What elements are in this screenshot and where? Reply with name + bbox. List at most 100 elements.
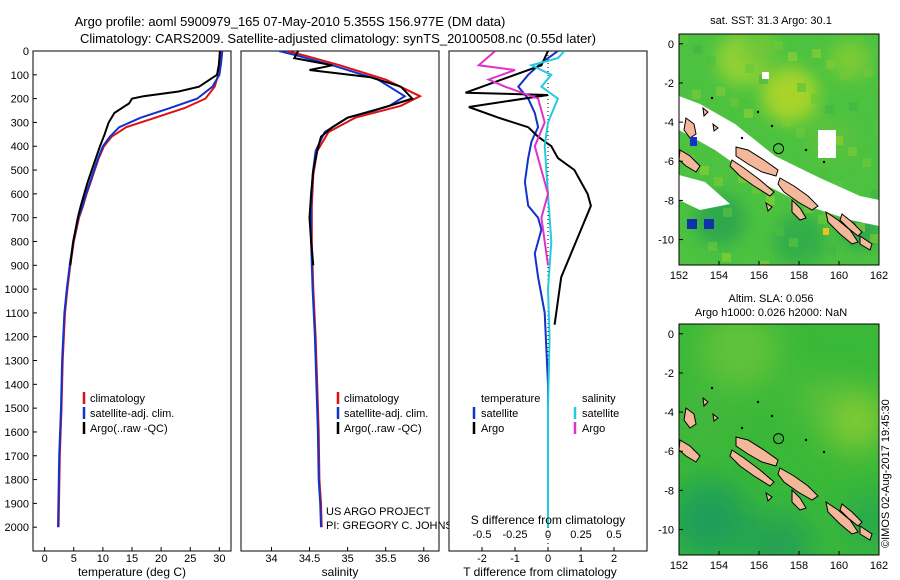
sla-map-coastline	[679, 386, 873, 541]
legend-label-salinity-satellite: satellite	[582, 408, 619, 420]
island	[683, 117, 697, 139]
island	[683, 407, 697, 429]
sst-map-title: sat. SST: 31.3 Argo: 30.1	[710, 15, 832, 27]
map-x-tick-label: 156	[750, 270, 768, 282]
islet	[822, 450, 826, 454]
island	[839, 503, 863, 527]
series-temperature-argo	[465, 51, 592, 325]
depth-tick-label: 100	[11, 70, 29, 82]
s-tick-label: 0.5	[606, 529, 621, 541]
island	[765, 201, 773, 212]
x-tick-label: 35.5	[375, 553, 396, 565]
depth-tick-label: 300	[11, 117, 29, 129]
depth-tick-label: 700	[11, 213, 29, 225]
depth-tick-label: 1500	[5, 403, 29, 415]
islet	[822, 160, 826, 164]
temperature-axis-label: temperature (deg C)	[78, 565, 186, 579]
depth-tick-label: 1700	[5, 451, 29, 463]
islet	[804, 148, 808, 152]
sst-field	[679, 34, 879, 265]
map-y-tick-label: -2	[664, 78, 674, 90]
sla-map-y-axis: 0 -2 -4 -6 -8 -10	[658, 329, 683, 537]
sst-map-x-axis: 152 154 156 158 160 162	[670, 261, 888, 282]
map-x-tick-label: 158	[790, 560, 808, 572]
map-x-tick-label: 158	[790, 270, 808, 282]
sla-map-title-2: Argo h1000: 0.026 h2000: NaN	[695, 307, 847, 319]
temperature-x-axis: 0 5 10 15 20 25 30	[42, 547, 225, 565]
series-satellite-adj-clim	[57, 51, 224, 528]
series-temperature-satellite	[516, 51, 559, 528]
depth-tick-label: 1900	[5, 498, 29, 510]
sst-map-frame	[678, 33, 880, 266]
map-x-tick-label: 160	[830, 560, 848, 572]
difference-panel: -2 -1 0 1 2 -0.5 -0.25 0 0.25 0.5 S difference fr…	[448, 50, 648, 579]
argo-location-marker	[773, 433, 785, 445]
island	[702, 396, 709, 408]
sla-map-frame	[678, 323, 880, 556]
x-tick-label: 34	[265, 553, 277, 565]
map-x-tick-label: 152	[670, 560, 688, 572]
figure-title-line-2: Climatology: CARS2009. Satellite-adjuste…	[80, 31, 596, 46]
s-difference-axis-label: S difference from climatology	[471, 513, 626, 527]
map-y-tick-label: 0	[668, 329, 674, 341]
x-tick-label: -2	[477, 553, 487, 565]
x-tick-label: 5	[71, 553, 77, 565]
depth-tick-label: 1000	[5, 284, 29, 296]
island	[777, 467, 819, 501]
legend-head-salinity: salinity	[582, 393, 616, 405]
temperature-series	[57, 51, 224, 528]
islet	[770, 414, 774, 418]
s-tick-label: 0	[545, 529, 551, 541]
legend-label-satellite: satellite-adj. clim.	[90, 408, 174, 420]
map-x-tick-label: 154	[710, 270, 728, 282]
x-tick-label: 34.5	[299, 553, 320, 565]
temperature-legend: climatology satellite-adj. clim. Argo(..…	[82, 392, 174, 435]
legend-label-temperature-argo: Argo	[481, 423, 504, 435]
series-argo-raw-qc	[69, 51, 221, 266]
x-tick-label: 25	[184, 553, 196, 565]
map-x-tick-label: 156	[750, 560, 768, 572]
depth-axis: 0 100 200 300 400 500 600 700 800 900 1000 1100 1200…	[5, 46, 37, 534]
series-salinity-satellite	[528, 51, 566, 528]
salinity-panel: 34 34.5 35 35.5 36 salinity climatology sate…	[240, 50, 469, 579]
island	[702, 106, 709, 118]
depth-tick-label: 2000	[5, 522, 29, 534]
island	[729, 449, 775, 487]
argo-location-marker	[773, 143, 785, 155]
s-tick-label: -0.5	[473, 529, 492, 541]
depth-tick-label: 1400	[5, 379, 29, 391]
map-y-tick-label: -10	[658, 525, 674, 537]
sla-field	[679, 324, 879, 555]
sst-map-coastline	[679, 96, 873, 251]
islet	[740, 426, 744, 430]
island	[859, 235, 873, 251]
temperature-panel: 0100200300400500600700800900100011001200…	[5, 46, 232, 579]
depth-tick-label: 900	[11, 260, 29, 272]
legend-label-argo: Argo(..raw -QC)	[344, 423, 422, 435]
depth-tick-label: 600	[11, 189, 29, 201]
pi-label: PI: GREGORY C. JOHNSON	[326, 520, 469, 532]
islet	[710, 386, 714, 390]
depth-tick-label: 500	[11, 165, 29, 177]
map-y-tick-label: -6	[664, 446, 674, 458]
islet	[756, 400, 760, 404]
legend-label-argo: Argo(..raw -QC)	[90, 423, 168, 435]
x-tick-label: 1	[578, 553, 584, 565]
x-tick-label: 30	[213, 553, 225, 565]
islet	[756, 110, 760, 114]
island	[791, 488, 807, 511]
island	[791, 198, 807, 221]
timestamp-stamp: ©IMOS 02-Aug-2017 19:45:30	[880, 399, 892, 548]
salinity-legend: climatology satellite-adj. clim. Argo(..…	[336, 392, 428, 435]
x-tick-label: -1	[510, 553, 520, 565]
x-tick-label: 20	[155, 553, 167, 565]
islet	[770, 124, 774, 128]
depth-tick-label: 200	[11, 94, 29, 106]
difference-series	[465, 51, 592, 528]
series-argo-raw-qc	[292, 51, 415, 266]
depth-tick-label: 1800	[5, 475, 29, 487]
s-tick-label: 0.25	[570, 529, 591, 541]
sst-map-y-axis: 0 -2 -4 -6 -8 -10	[658, 39, 683, 247]
series-salinity-argo	[476, 51, 550, 266]
sst-map: sat. SST: 31.3 Argo: 30.1	[658, 15, 888, 282]
